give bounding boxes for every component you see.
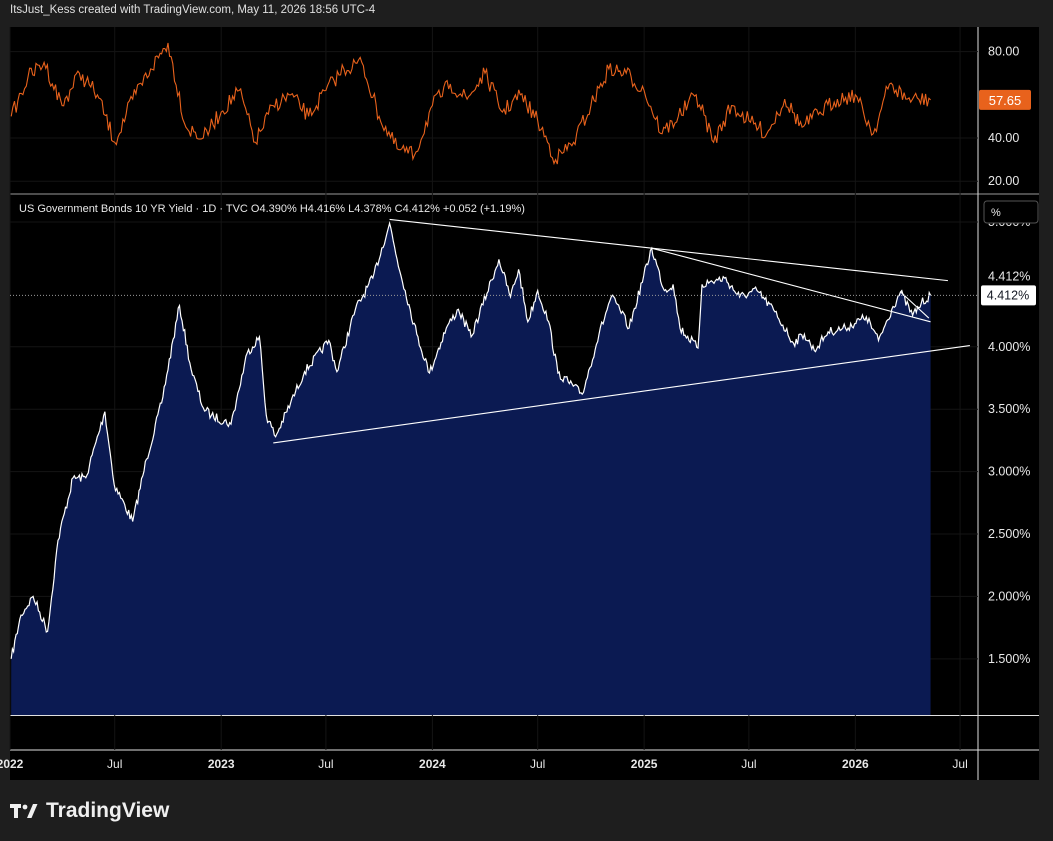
time-axis-label: Jul [530, 757, 545, 771]
indicator-scale-label: 40.00 [988, 131, 1019, 145]
indicator-scale-label: 20.00 [988, 174, 1019, 188]
price-scale-label: 2.000% [988, 589, 1030, 603]
price-scale-label: 4.000% [988, 340, 1030, 354]
price-scale-label: 3.500% [988, 402, 1030, 416]
tradingview-brand[interactable]: TradingView [10, 799, 169, 823]
price-scale-label: 2.500% [988, 527, 1030, 541]
trendline[interactable] [651, 247, 931, 323]
last-price-badge-label: 4.412% [987, 288, 1029, 302]
tradingview-logo-icon [10, 804, 38, 818]
trendline[interactable] [389, 218, 948, 282]
chart-credit: ItsJust_Kess created with TradingView.co… [10, 4, 376, 16]
time-axis-label: 2025 [631, 757, 658, 771]
price-scale-label: 3.000% [988, 465, 1030, 479]
symbol-legend[interactable]: US Government Bonds 10 YR Yield · 1D · T… [19, 203, 525, 215]
trendline[interactable] [273, 344, 970, 444]
last-price-badge[interactable] [981, 285, 1036, 306]
price-series-line[interactable] [10, 220, 932, 659]
price-scale-label: 1.500% [988, 652, 1030, 666]
time-axis-label: 2024 [419, 757, 446, 771]
time-axis-label: Jul [107, 757, 122, 771]
brand-name: TradingView [46, 799, 170, 822]
time-axis-label: Jul [952, 757, 967, 771]
unit-button[interactable] [983, 200, 1039, 224]
indicator-last-badge-label: 57.65 [989, 93, 1022, 108]
indicator-last-badge[interactable] [979, 89, 1031, 110]
indicator-series-line[interactable] [10, 42, 931, 166]
time-axis-label: 2023 [208, 757, 235, 771]
indicator-scale-label: 80.00 [988, 45, 1019, 59]
last-price-scale-label: 4.412% [988, 269, 1030, 283]
time-axis-label: Jul [741, 757, 756, 771]
time-axis-label: 2022 [0, 757, 24, 771]
time-axis-label: 2026 [842, 757, 869, 771]
unit-button-label: % [991, 207, 1001, 219]
trendline[interactable] [900, 291, 930, 319]
price-area-fill [11, 223, 931, 715]
time-axis-label: Jul [318, 757, 333, 771]
